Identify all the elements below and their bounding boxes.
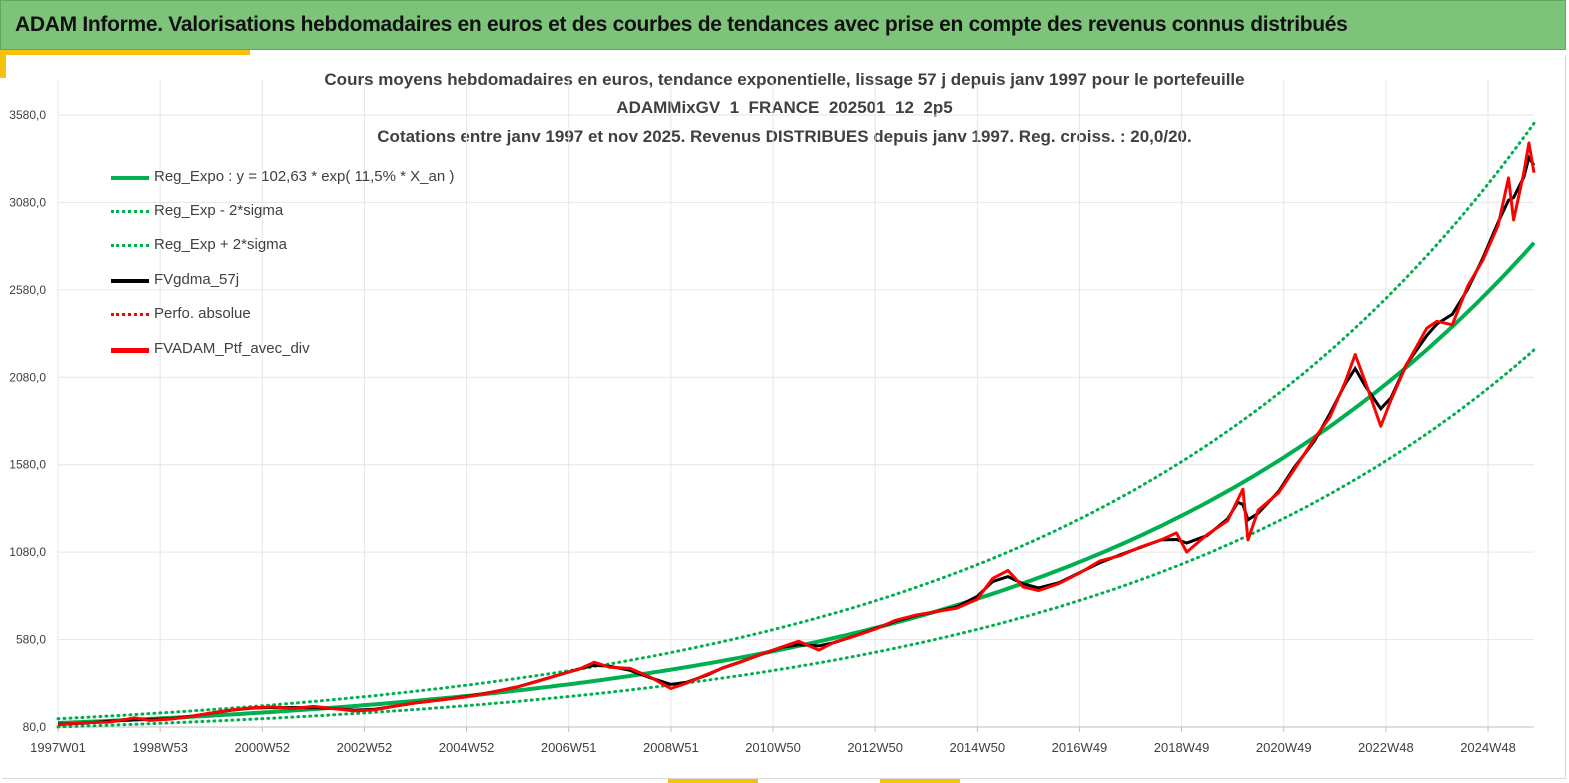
x-tick-label: 1998W53: [132, 740, 188, 755]
page-title: ADAM Informe. Valorisations hebdomadaire…: [15, 13, 1348, 36]
legend-swatch-solid-black: [111, 279, 149, 283]
axes: 80,0 580,0 1080,0 1580,0 2080,0 2580,0 3080,0 3…: [9, 108, 1534, 755]
header-banner: ADAM Informe. Valorisations hebdomadaire…: [0, 0, 1566, 50]
x-tick-label: 2014W50: [949, 740, 1005, 755]
x-tick-label: 2008W51: [643, 740, 699, 755]
y-tick-label: 2580,0: [9, 283, 46, 297]
legend-swatch-dotted-red: [111, 313, 149, 316]
x-tick-label: 2006W51: [541, 740, 597, 755]
legend-label: Reg_Expo : y = 102,63 * exp( 11,5% * X_a…: [154, 168, 455, 185]
x-tick-label: 2022W48: [1358, 740, 1414, 755]
x-tick-label: 2000W52: [234, 740, 290, 755]
y-tick-label: 580,0: [16, 633, 46, 647]
x-tick-label: 2010W50: [745, 740, 801, 755]
y-tick-label: 80,0: [23, 720, 47, 734]
x-tick-label: 2018W49: [1154, 740, 1210, 755]
chart-title-line-1: Cours moyens hebdomadaires en euros, ten…: [324, 70, 1245, 89]
x-tick-label: 2012W50: [847, 740, 903, 755]
series-reg-exp-minus-2sigma: [56, 348, 1536, 729]
y-tick-label: 2080,0: [9, 370, 46, 384]
accent-bar-top: [0, 50, 250, 55]
x-tick-label: 2024W48: [1460, 740, 1516, 755]
y-tick-label: 3080,0: [9, 195, 46, 209]
accent-bar-bottom: [668, 779, 758, 783]
series-fvadam-ptf-avec-div: [57, 141, 1536, 727]
x-tick-label: 2004W52: [439, 740, 495, 755]
legend-label: Reg_Exp - 2*sigma: [154, 202, 284, 219]
y-tick-label: 1580,0: [9, 458, 46, 472]
legend-swatch-solid-red: [111, 348, 149, 353]
y-tick-label: 3580,0: [9, 108, 46, 122]
accent-bar-left: [0, 50, 6, 78]
accent-bar-bottom-2: [880, 779, 960, 783]
legend-swatch-solid-green: [111, 176, 149, 180]
legend-label: Reg_Exp + 2*sigma: [154, 236, 287, 253]
legend-label: FVgdma_57j: [154, 271, 240, 288]
chart-title-line-3: Cotations entre janv 1997 et nov 2025. R…: [377, 127, 1192, 146]
legend-swatch-dotted-green: [111, 244, 149, 247]
y-tick-label: 1080,0: [9, 545, 46, 559]
series-reg-expo: [57, 241, 1536, 725]
legend-swatch-dotted-green: [111, 210, 149, 213]
x-tick-label: 2016W49: [1052, 740, 1108, 755]
legend-label: Perfo. absolue: [154, 305, 251, 322]
x-tick-label: 1997W01: [30, 740, 86, 755]
series-layer: [56, 121, 1536, 729]
x-tick-label: 2002W52: [337, 740, 393, 755]
legend-label: FVADAM_Ptf_avec_div: [154, 340, 310, 357]
x-tick-label: 2020W49: [1256, 740, 1312, 755]
series-reg-exp-plus-2sigma: [56, 121, 1536, 721]
chart-title-line-2: ADAMMixGV_1_FRANCE_202501_12_2p5: [616, 98, 953, 117]
chart-frame: [2, 55, 1566, 779]
